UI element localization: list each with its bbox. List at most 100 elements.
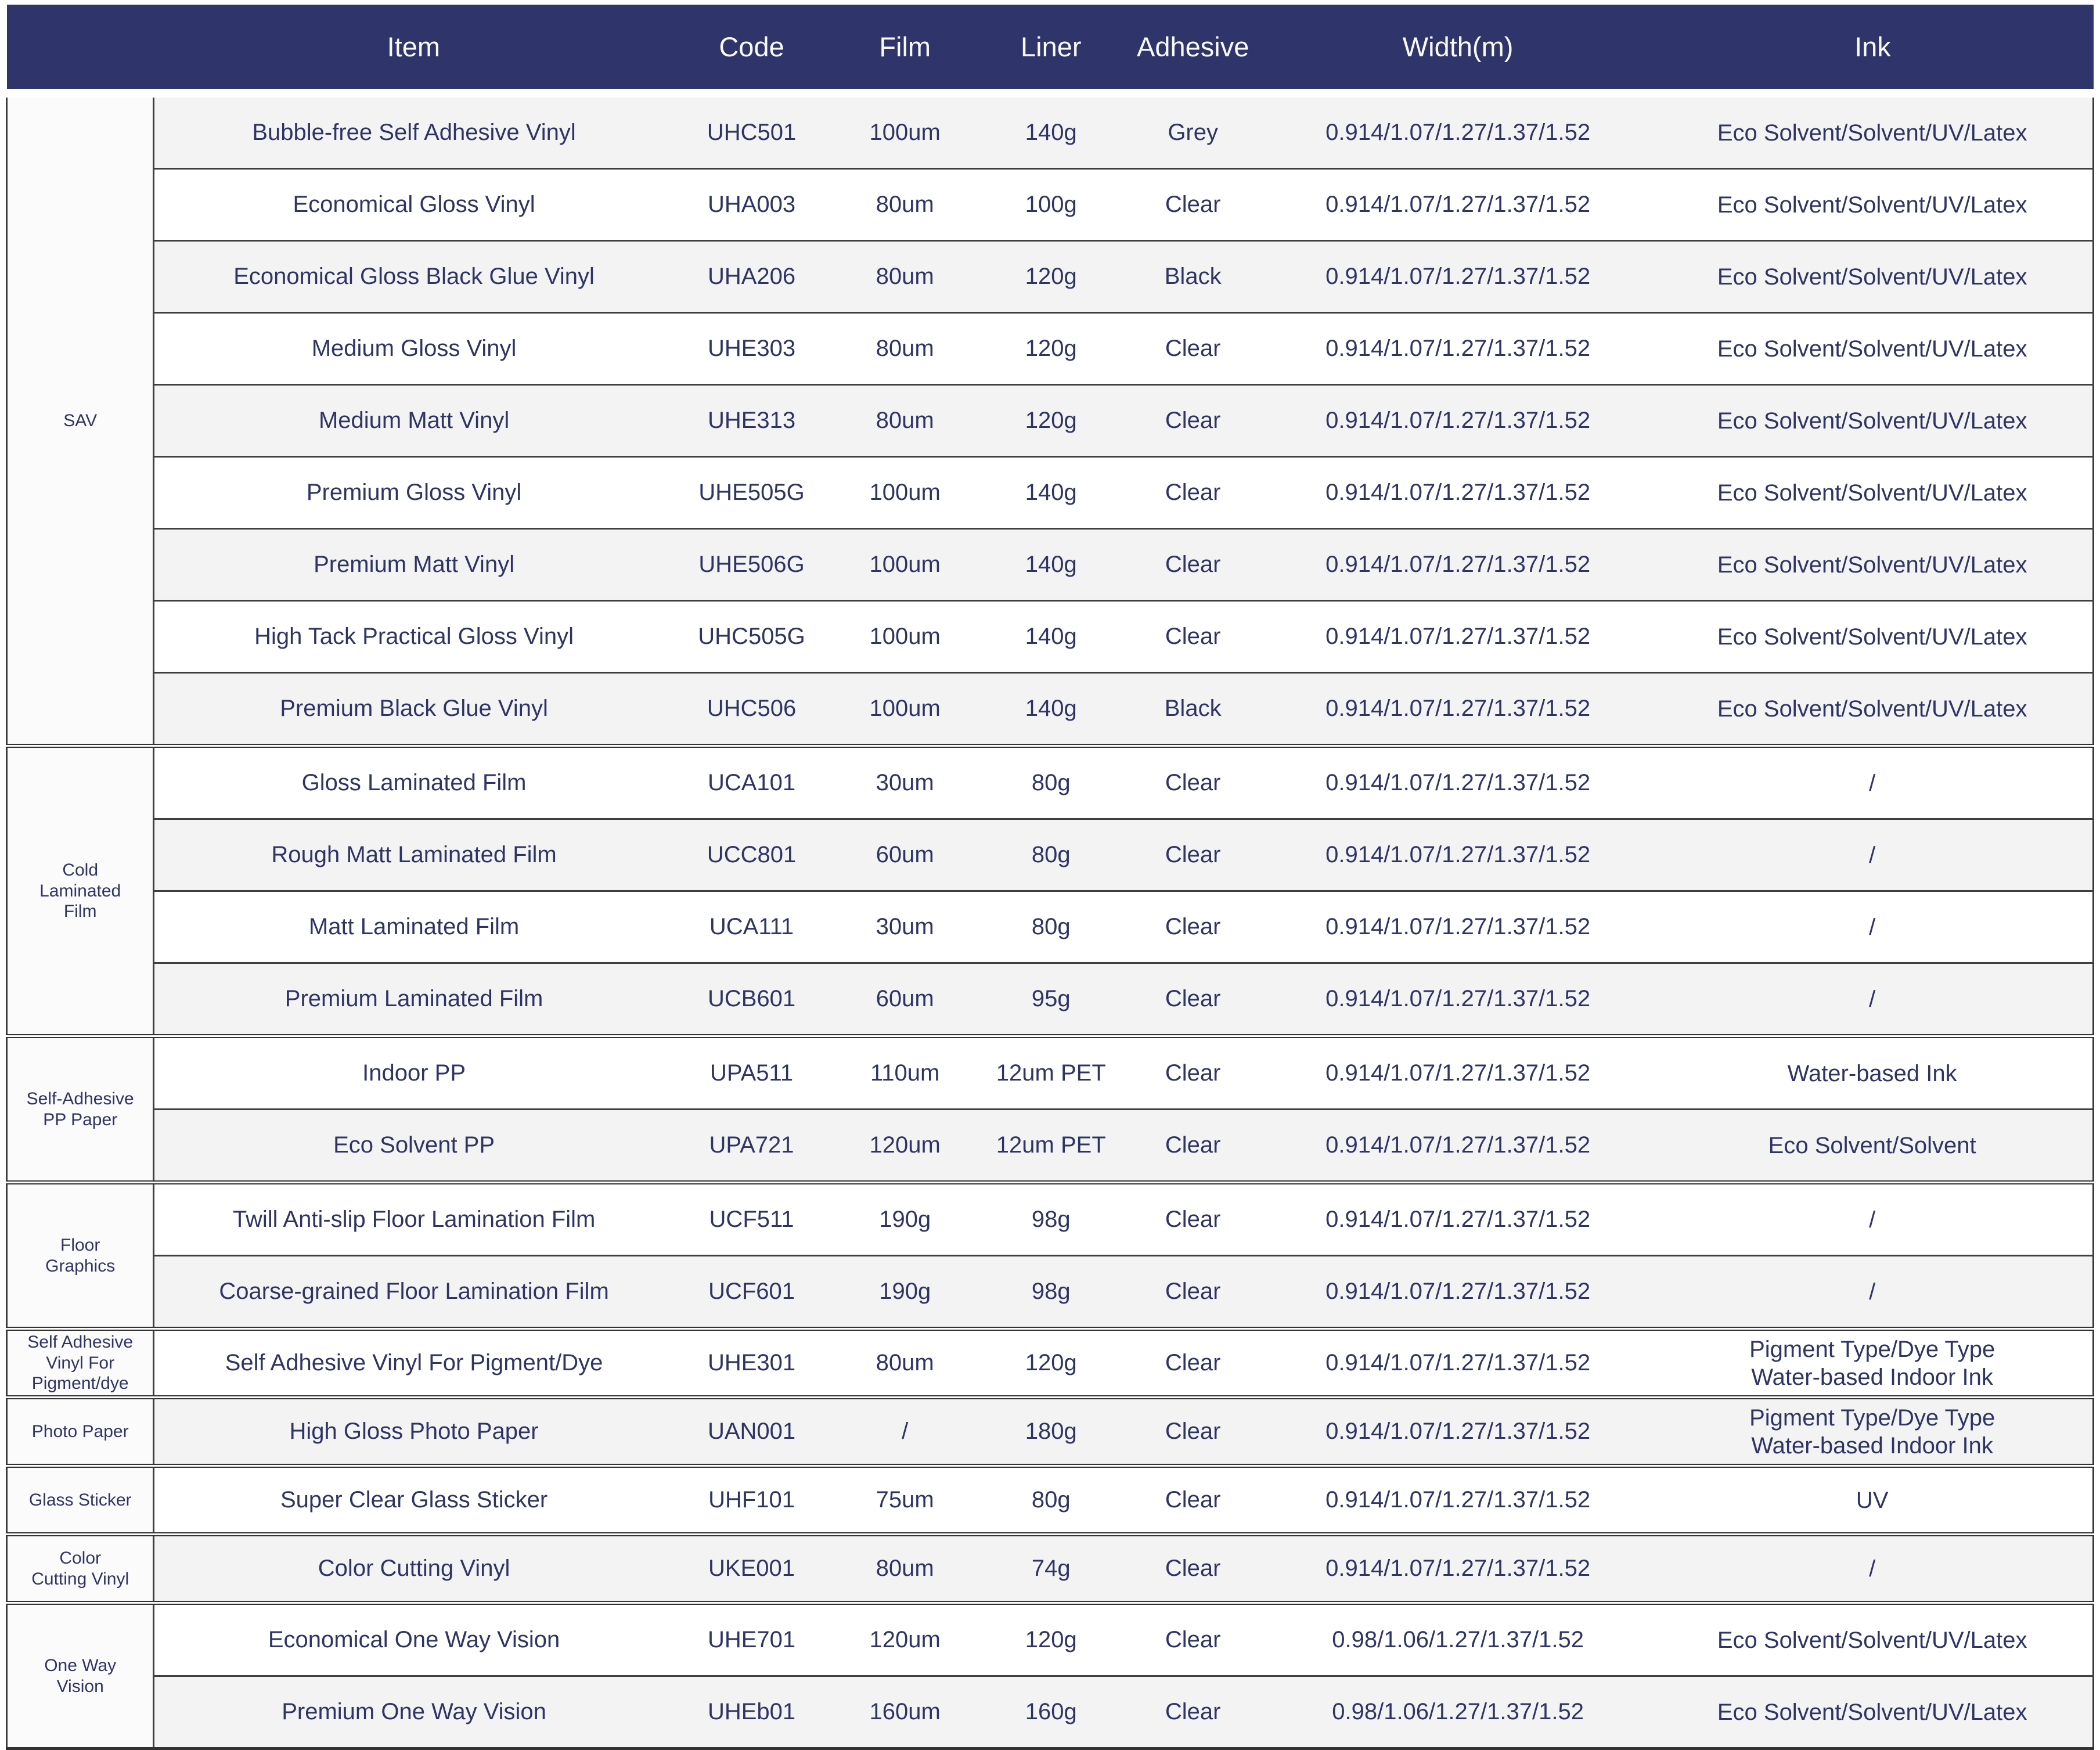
code-cell: UHE313 xyxy=(673,384,830,458)
table-row: Medium Gloss Vinyl UHE303 80um 120g Clear 0.9… xyxy=(7,312,2094,386)
adhesive-cell: Black xyxy=(1122,672,1264,748)
code-cell: UHA206 xyxy=(673,240,830,314)
adhesive-cell: Clear xyxy=(1122,456,1264,530)
width-cell: 0.914/1.07/1.27/1.37/1.52 xyxy=(1263,456,1652,530)
ink-cell: Eco Solvent/Solvent/UV/Latex xyxy=(1652,456,2094,530)
ink-cell: Eco Solvent/Solvent xyxy=(1652,1109,2094,1184)
ink-cell: Pigment Type/Dye Type Water-based Indoor… xyxy=(1652,1397,2094,1468)
width-cell: 0.914/1.07/1.27/1.37/1.52 xyxy=(1263,98,1652,170)
item-cell: Super Clear Glass Sticker xyxy=(153,1465,673,1536)
width-cell: 0.914/1.07/1.27/1.37/1.52 xyxy=(1263,1328,1652,1399)
film-cell: 80um xyxy=(830,312,981,386)
table-row: Color Cutting Vinyl Color Cutting Vinyl UK… xyxy=(6,1534,2094,1605)
code-cell: UAN001 xyxy=(673,1397,830,1468)
film-cell: 120um xyxy=(830,1109,981,1184)
adhesive-cell: Clear xyxy=(1122,963,1264,1038)
item-cell: Rough Matt Laminated Film xyxy=(153,819,673,892)
table-row: One Way Vision Economical One Way Vision U… xyxy=(6,1603,2094,1749)
item-cell: Economical One Way Vision xyxy=(153,1603,673,1677)
adhesive-cell: Clear xyxy=(1122,1255,1264,1331)
ink-cell: / xyxy=(1652,1255,2094,1331)
code-cell: UKE001 xyxy=(673,1534,830,1605)
liner-cell: 140g xyxy=(980,98,1122,170)
code-cell: UCA101 xyxy=(673,746,830,820)
film-cell: / xyxy=(830,1397,981,1468)
item-cell: Eco Solvent PP xyxy=(153,1109,673,1184)
code-cell: UHC506 xyxy=(673,672,830,748)
adhesive-cell: Clear xyxy=(1122,1534,1264,1605)
liner-cell: 120g xyxy=(980,312,1122,386)
ink-cell: Eco Solvent/Solvent/UV/Latex xyxy=(1652,98,2094,170)
item-cell: Twill Anti-slip Floor Lamination Film xyxy=(153,1182,673,1256)
adhesive-cell: Clear xyxy=(1122,528,1264,602)
table-row: Self-Adhesive PP Paper Indoor PP UPA511 110… xyxy=(6,1036,2094,1184)
liner-cell: 120g xyxy=(980,1603,1122,1677)
film-cell: 75um xyxy=(830,1465,981,1536)
code-cell: UHE303 xyxy=(673,312,830,386)
item-cell: Medium Matt Vinyl xyxy=(153,384,673,458)
adhesive-cell: Clear xyxy=(1122,819,1264,892)
item-cell: High Gloss Photo Paper xyxy=(153,1397,673,1468)
table-row: Eco Solvent PP UPA721 120um 12um PET Clear 0.… xyxy=(7,1109,2094,1184)
ink-cell: Eco Solvent/Solvent/UV/Latex xyxy=(1652,1603,2094,1677)
ink-cell: / xyxy=(1652,891,2094,964)
item-cell: High Tack Practical Gloss Vinyl xyxy=(153,600,673,674)
code-cell: UPA511 xyxy=(673,1036,830,1110)
film-cell: 100um xyxy=(830,456,981,530)
film-cell: 80um xyxy=(830,168,981,242)
width-cell: 0.914/1.07/1.27/1.37/1.52 xyxy=(1263,312,1652,386)
category-cell: Color Cutting Vinyl xyxy=(6,1534,155,1605)
liner-cell: 120g xyxy=(980,384,1122,458)
liner-cell: 12um PET xyxy=(980,1109,1122,1184)
ink-cell: Pigment Type/Dye Type Water-based Indoor… xyxy=(1652,1328,2094,1399)
liner-cell: 12um PET xyxy=(980,1036,1122,1110)
liner-cell: 120g xyxy=(980,240,1122,314)
ink-cell: / xyxy=(1652,1534,2094,1605)
category-cell: One Way Vision xyxy=(6,1603,155,1749)
table-row: Premium Black Glue Vinyl UHC506 100um 140g B… xyxy=(7,672,2094,748)
adhesive-cell: Clear xyxy=(1122,891,1264,964)
width-cell: 0.914/1.07/1.27/1.37/1.52 xyxy=(1263,528,1652,602)
item-cell: Premium One Way Vision xyxy=(153,1676,673,1749)
liner-cell: 80g xyxy=(980,891,1122,964)
category-cell: Photo Paper xyxy=(6,1397,155,1468)
film-cell: 100um xyxy=(830,98,981,170)
header-gap xyxy=(6,89,2094,98)
table-body: SAV Bubble-free Self Adhesive Vinyl UHC501… xyxy=(6,98,2094,1749)
film-cell: 80um xyxy=(830,384,981,458)
adhesive-cell: Clear xyxy=(1122,1465,1264,1536)
table-row: Premium Laminated Film UCB601 60um 95g Clear… xyxy=(7,963,2094,1038)
liner-cell: 80g xyxy=(980,1465,1122,1536)
header-row: Item Code Film Liner Adhesive Width(m) Ink xyxy=(6,5,2094,89)
ink-cell: Water-based Ink xyxy=(1652,1036,2094,1110)
film-cell: 100um xyxy=(830,600,981,674)
ink-cell: / xyxy=(1652,963,2094,1038)
table-row: Photo Paper High Gloss Photo Paper UAN001/… xyxy=(6,1397,2094,1468)
ink-cell: Eco Solvent/Solvent/UV/Latex xyxy=(1652,312,2094,386)
code-cell: UCA111 xyxy=(673,891,830,964)
width-cell: 0.914/1.07/1.27/1.37/1.52 xyxy=(1263,746,1652,820)
column-header-width-m-: Width(m) xyxy=(1263,5,1652,89)
item-cell: Economical Gloss Vinyl xyxy=(153,168,673,242)
width-cell: 0.98/1.06/1.27/1.37/1.52 xyxy=(1263,1676,1652,1749)
liner-cell: 98g xyxy=(980,1182,1122,1256)
table-row: Premium Gloss Vinyl UHE505G 100um 140g Clear… xyxy=(7,456,2094,530)
adhesive-cell: Clear xyxy=(1122,1603,1264,1677)
column-header-ink: Ink xyxy=(1652,5,2094,89)
table-row: Medium Matt Vinyl UHE313 80um 120g Clear 0.91… xyxy=(7,384,2094,458)
category-cell: Floor Graphics xyxy=(6,1182,155,1331)
code-cell: UHE701 xyxy=(673,1603,830,1677)
item-cell: Bubble-free Self Adhesive Vinyl xyxy=(153,98,673,170)
code-cell: UPA721 xyxy=(673,1109,830,1184)
width-cell: 0.914/1.07/1.27/1.37/1.52 xyxy=(1263,1036,1652,1110)
ink-cell: Eco Solvent/Solvent/UV/Latex xyxy=(1652,168,2094,242)
adhesive-cell: Clear xyxy=(1122,1182,1264,1256)
ink-cell: UV xyxy=(1652,1465,2094,1536)
table-row: SAV Bubble-free Self Adhesive Vinyl UHC501… xyxy=(6,98,2094,748)
liner-cell: 80g xyxy=(980,819,1122,892)
column-header-adhesive: Adhesive xyxy=(1122,5,1264,89)
code-cell: UHE505G xyxy=(673,456,830,530)
width-cell: 0.914/1.07/1.27/1.37/1.52 xyxy=(1263,240,1652,314)
category-cell: Self Adhesive Vinyl For Pigment/dye xyxy=(6,1328,155,1399)
item-cell: Medium Gloss Vinyl xyxy=(153,312,673,386)
